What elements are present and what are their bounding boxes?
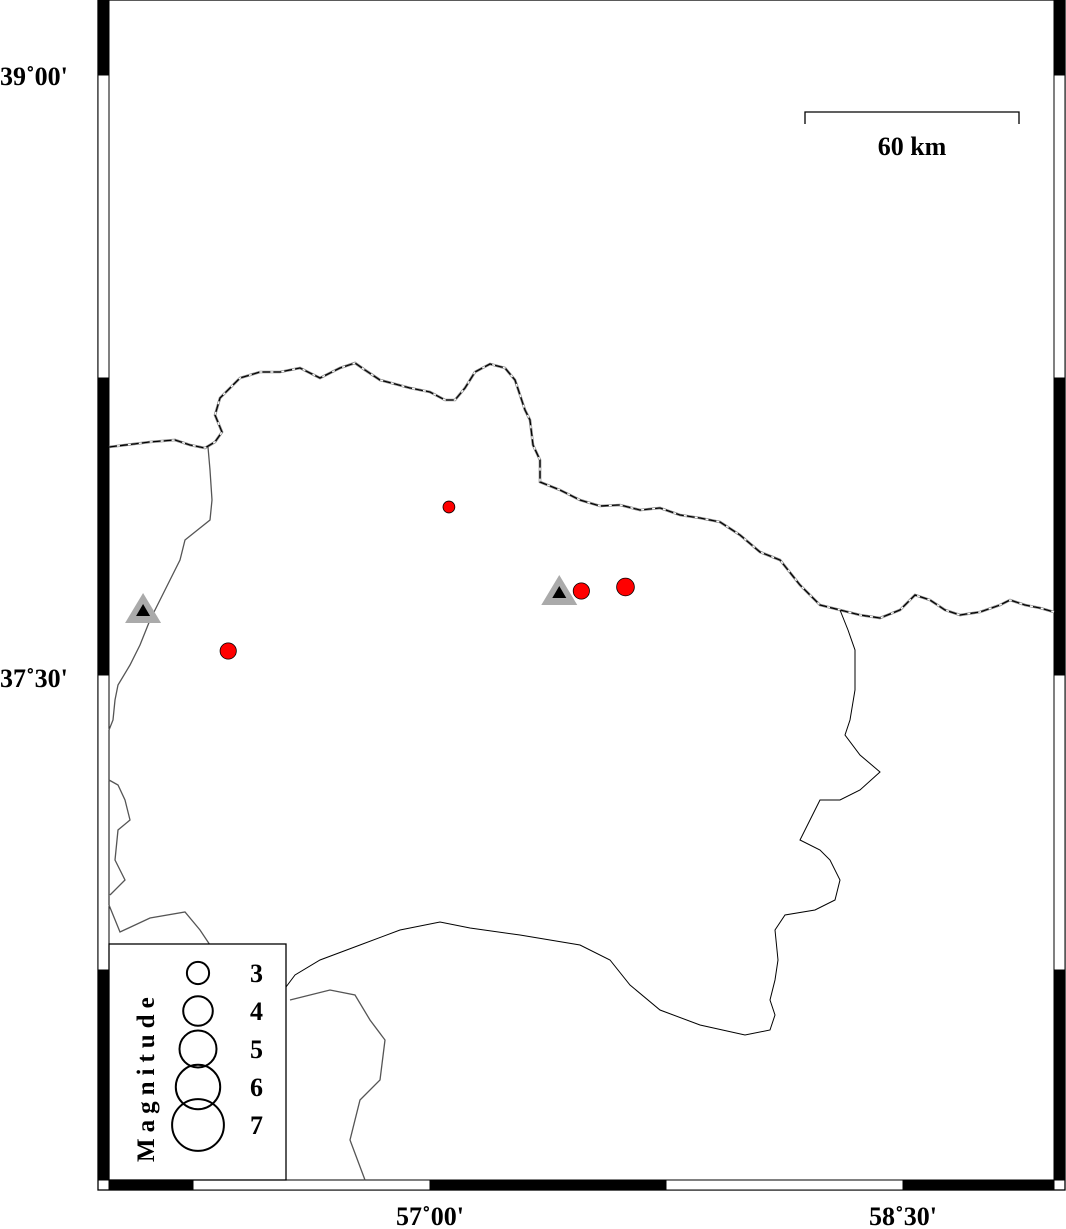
province-border bbox=[108, 904, 211, 946]
station-triangle-icon bbox=[541, 575, 578, 605]
earthquake-event bbox=[616, 577, 635, 597]
station-triangle-icon bbox=[125, 593, 162, 623]
scale-bar-line bbox=[804, 111, 1020, 124]
lat-label: 37˚30' bbox=[0, 664, 68, 693]
earthquake-event bbox=[572, 582, 590, 600]
legend-label: 7 bbox=[250, 1111, 263, 1140]
frame-segment bbox=[108, 1179, 194, 1191]
legend-title: Magnitude bbox=[133, 991, 160, 1162]
legend-circle bbox=[178, 1029, 218, 1069]
scale-bar: 60 km bbox=[804, 111, 1020, 161]
frame-segment bbox=[97, 969, 110, 1181]
country-border-white bbox=[108, 362, 1055, 619]
legend-label: 3 bbox=[250, 959, 263, 988]
province-border bbox=[108, 779, 131, 896]
events bbox=[219, 500, 635, 660]
frame-segment bbox=[1053, 0, 1066, 76]
legend-circle bbox=[174, 1063, 222, 1111]
lon-label: 57˚00' bbox=[396, 1202, 464, 1229]
frame-segment bbox=[192, 1179, 431, 1191]
legend-circle bbox=[171, 1098, 225, 1152]
frame-segment bbox=[97, 674, 110, 971]
frame-segment bbox=[1053, 969, 1066, 1181]
lon-label: 58˚30' bbox=[869, 1202, 937, 1229]
legend-label: 4 bbox=[250, 997, 263, 1026]
frame-segment bbox=[429, 1179, 667, 1191]
magnitude-legend: Magnitude 3 4 5 6 7 bbox=[108, 943, 287, 1181]
earthquake-event bbox=[442, 500, 456, 514]
stations bbox=[125, 575, 578, 623]
frame-segment bbox=[97, 0, 110, 76]
legend-label: 5 bbox=[250, 1035, 263, 1064]
province-border bbox=[279, 609, 881, 1036]
frame-segment bbox=[1053, 74, 1066, 379]
lat-label: 39˚00' bbox=[0, 62, 68, 91]
frame-segment bbox=[902, 1179, 1055, 1191]
legend-circle bbox=[182, 995, 214, 1027]
frame-segment bbox=[1053, 377, 1066, 676]
country-border-gray bbox=[108, 361, 1055, 620]
country-border-dashed bbox=[108, 362, 1055, 619]
legend-circle bbox=[185, 960, 211, 986]
frame-segment bbox=[1053, 674, 1066, 971]
frame-segment bbox=[97, 74, 110, 379]
frame-segment bbox=[665, 1179, 904, 1191]
province-border bbox=[108, 446, 213, 731]
earthquake-event bbox=[219, 642, 237, 660]
province-border bbox=[289, 989, 386, 1181]
scale-bar-label: 60 km bbox=[878, 132, 947, 161]
legend-label: 6 bbox=[250, 1073, 263, 1102]
map-frame bbox=[97, 0, 1066, 1191]
boundaries bbox=[108, 361, 1055, 1181]
frame-segment bbox=[97, 377, 110, 676]
